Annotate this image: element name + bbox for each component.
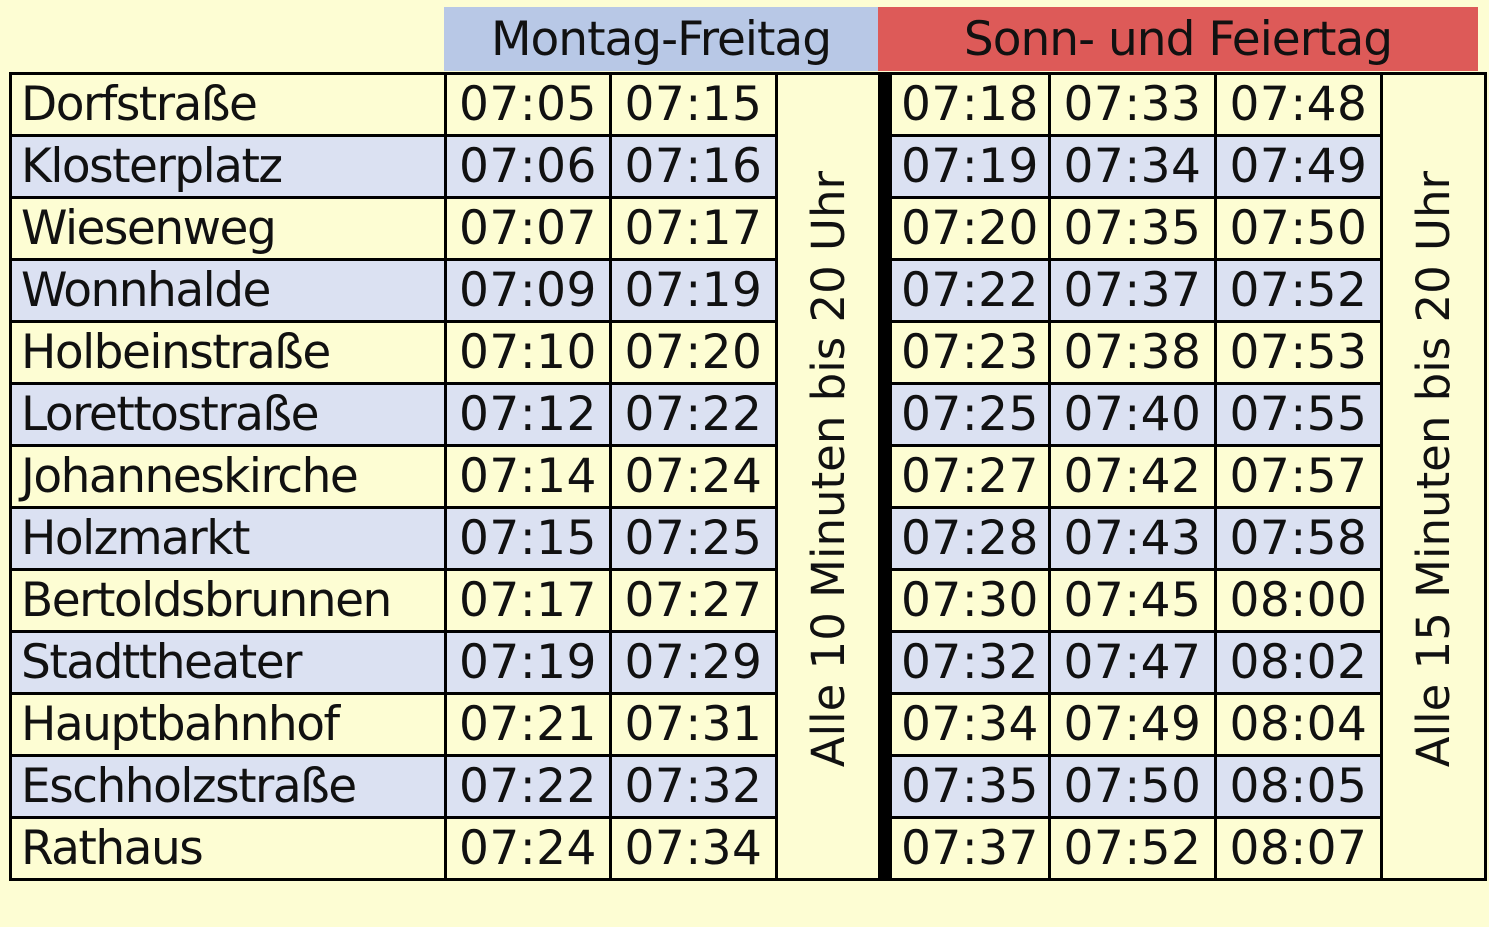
weekday-departure: 07:25: [609, 506, 778, 571]
header-sunday: Sonn- und Feiertag: [878, 7, 1478, 71]
timetable-row: Bertoldsbrunnen 07:17 07:27 07:30 07:45 08:00: [9, 568, 1486, 633]
sunday-departure: 07:57: [1214, 444, 1383, 509]
sunday-departure: 07:52: [1048, 816, 1217, 881]
timetable-row: Lorettostraße 07:12 07:22 07:25 07:40 07:55: [9, 382, 1486, 447]
stop-name: Dorfstraße: [9, 72, 447, 137]
header-weekday: Montag-Freitag: [444, 7, 878, 71]
sunday-departure: 07:23: [889, 320, 1051, 385]
weekday-departure: 07:22: [609, 382, 778, 447]
sunday-departure: 07:49: [1214, 134, 1383, 199]
stop-name: Holbeinstraße: [9, 320, 447, 385]
sunday-departure: 08:00: [1214, 568, 1383, 633]
sunday-departure: 07:27: [889, 444, 1051, 509]
sunday-departure: 08:02: [1214, 630, 1383, 695]
stop-name: Eschholzstraße: [9, 754, 447, 819]
weekday-departure: 07:19: [444, 630, 612, 695]
weekday-departure: 07:12: [444, 382, 612, 447]
sunday-departure: 07:18: [889, 72, 1051, 137]
stop-name: Holzmarkt: [9, 506, 447, 571]
stop-name: Bertoldsbrunnen: [9, 568, 447, 633]
sunday-departure: 07:38: [1048, 320, 1217, 385]
sunday-departure: 07:43: [1048, 506, 1217, 571]
weekday-departure: 07:24: [444, 816, 612, 881]
sunday-departure: 07:30: [889, 568, 1051, 633]
sunday-departure: 07:53: [1214, 320, 1383, 385]
weekday-departure: 07:31: [609, 692, 778, 757]
weekday-departure: 07:27: [609, 568, 778, 633]
weekday-departure: 07:24: [609, 444, 778, 509]
sunday-departure: 07:45: [1048, 568, 1217, 633]
sunday-departure: 08:07: [1214, 816, 1383, 881]
sunday-departure: 07:37: [889, 816, 1051, 881]
sunday-departure: 07:55: [1214, 382, 1383, 447]
sunday-departure: 07:20: [889, 196, 1051, 261]
stop-name: Hauptbahnhof: [9, 692, 447, 757]
stop-name: Wonnhalde: [9, 258, 447, 323]
stop-name: Wiesenweg: [9, 196, 447, 261]
sunday-departure: 07:50: [1048, 754, 1217, 819]
sunday-departure: 07:22: [889, 258, 1051, 323]
weekday-departure: 07:15: [609, 72, 778, 137]
weekday-departure: 07:10: [444, 320, 612, 385]
sunday-departure: 07:40: [1048, 382, 1217, 447]
stop-name: Johanneskirche: [9, 444, 447, 509]
stop-name: Klosterplatz: [9, 134, 447, 199]
weekday-departure: 07:05: [444, 72, 612, 137]
sunday-departure: 07:49: [1048, 692, 1217, 757]
sunday-departure: 07:32: [889, 630, 1051, 695]
sunday-departure: 07:35: [1048, 196, 1217, 261]
sunday-departure: 07:52: [1214, 258, 1383, 323]
weekday-departure: 07:20: [609, 320, 778, 385]
timetable-row: Eschholzstraße 07:22 07:32 07:35 07:50 08:05: [9, 754, 1486, 819]
sunday-departure: 07:28: [889, 506, 1051, 571]
weekday-departure: 07:07: [444, 196, 612, 261]
sunday-frequency-text: Alle 15 Minuten bis 20 Uhr: [1407, 171, 1460, 768]
weekday-departure: 07:34: [609, 816, 778, 881]
weekday-departure: 07:21: [444, 692, 612, 757]
timetable: Dorfstraße 07:05 07:15 Alle 10 Minuten bis …: [9, 72, 1487, 881]
sunday-departure: 07:42: [1048, 444, 1217, 509]
weekday-departure: 07:17: [444, 568, 612, 633]
timetable-row: Stadttheater 07:19 07:29 07:32 07:47 08:02: [9, 630, 1486, 695]
sunday-departure: 07:34: [889, 692, 1051, 757]
weekday-departure: 07:15: [444, 506, 612, 571]
sunday-departure: 08:05: [1214, 754, 1383, 819]
sunday-departure: 07:47: [1048, 630, 1217, 695]
weekday-departure: 07:09: [444, 258, 612, 323]
timetable-row: Wiesenweg 07:07 07:17 07:20 07:35 07:50: [9, 196, 1486, 261]
timetable-row: Johanneskirche 07:14 07:24 07:27 07:42 07:57: [9, 444, 1486, 509]
sunday-departure: 07:48: [1214, 72, 1383, 137]
weekday-departure: 07:14: [444, 444, 612, 509]
sunday-departure: 07:34: [1048, 134, 1217, 199]
weekday-departure: 07:22: [444, 754, 612, 819]
weekday-departure: 07:19: [609, 258, 778, 323]
weekday-departure: 07:32: [609, 754, 778, 819]
stop-name: Rathaus: [9, 816, 447, 881]
sunday-departure: 07:19: [889, 134, 1051, 199]
sunday-departure: 07:33: [1048, 72, 1217, 137]
sunday-departure: 07:37: [1048, 258, 1217, 323]
sunday-departure: 07:50: [1214, 196, 1383, 261]
timetable-row: Holbeinstraße 07:10 07:20 07:23 07:38 07:53: [9, 320, 1486, 385]
weekday-departure: 07:16: [609, 134, 778, 199]
weekday-frequency-note: Alle 10 Minuten bis 20 Uhr: [775, 72, 881, 881]
timetable-row: Wonnhalde 07:09 07:19 07:22 07:37 07:52: [9, 258, 1486, 323]
weekday-departure: 07:29: [609, 630, 778, 695]
sunday-departure: 08:04: [1214, 692, 1383, 757]
stop-name: Stadttheater: [9, 630, 447, 695]
weekday-departure: 07:17: [609, 196, 778, 261]
stop-name: Lorettostraße: [9, 382, 447, 447]
sunday-departure: 07:58: [1214, 506, 1383, 571]
timetable-row: Dorfstraße 07:05 07:15 Alle 10 Minuten bis …: [9, 72, 1487, 881]
timetable-row: Rathaus 07:24 07:34 07:37 07:52 08:07: [9, 816, 1486, 881]
sunday-departure: 07:35: [889, 754, 1051, 819]
section-divider: [878, 72, 892, 881]
timetable-row: Holzmarkt 07:15 07:25 07:28 07:43 07:58: [9, 506, 1486, 571]
weekday-frequency-text: Alle 10 Minuten bis 20 Uhr: [801, 171, 855, 768]
timetable-row: Klosterplatz 07:06 07:16 07:19 07:34 07:49: [9, 134, 1486, 199]
timetable-row: Hauptbahnhof 07:21 07:31 07:34 07:49 08:04: [9, 692, 1486, 757]
sunday-departure: 07:25: [889, 382, 1051, 447]
weekday-departure: 07:06: [444, 134, 612, 199]
sunday-frequency-note: Alle 15 Minuten bis 20 Uhr: [1380, 72, 1487, 881]
